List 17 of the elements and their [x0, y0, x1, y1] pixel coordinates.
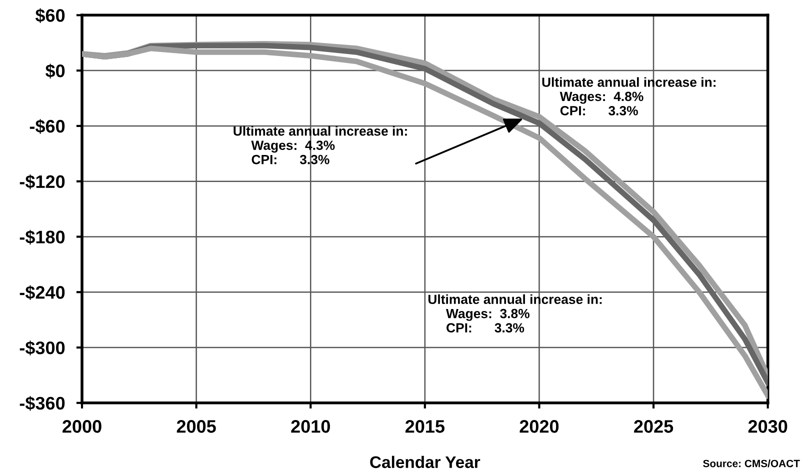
- y-tick-label: -$240: [20, 285, 65, 300]
- x-tick-label: 2025: [634, 420, 674, 433]
- y-tick-label: -$300: [20, 340, 65, 356]
- y-tick-label: -$180: [20, 230, 65, 245]
- x-tick-label: 2000: [62, 420, 102, 433]
- y-tick-label: $0: [45, 64, 65, 78]
- y-tick-label: -$60: [30, 119, 65, 134]
- x-axis-title: Calendar Year: [370, 456, 480, 468]
- y-tick-label: -$360: [20, 396, 65, 411]
- y-tick-label: $60: [35, 8, 65, 24]
- source-note: Source: CMS/OACT: [703, 460, 800, 468]
- x-tick-label: 2010: [291, 420, 330, 433]
- x-tick-label: 2020: [520, 420, 559, 433]
- x-tick-label: 2030: [748, 420, 788, 433]
- x-tick-label: 2015: [405, 420, 444, 433]
- x-tick-label: 2005: [176, 420, 216, 433]
- y-tick-label: -$120: [20, 174, 65, 190]
